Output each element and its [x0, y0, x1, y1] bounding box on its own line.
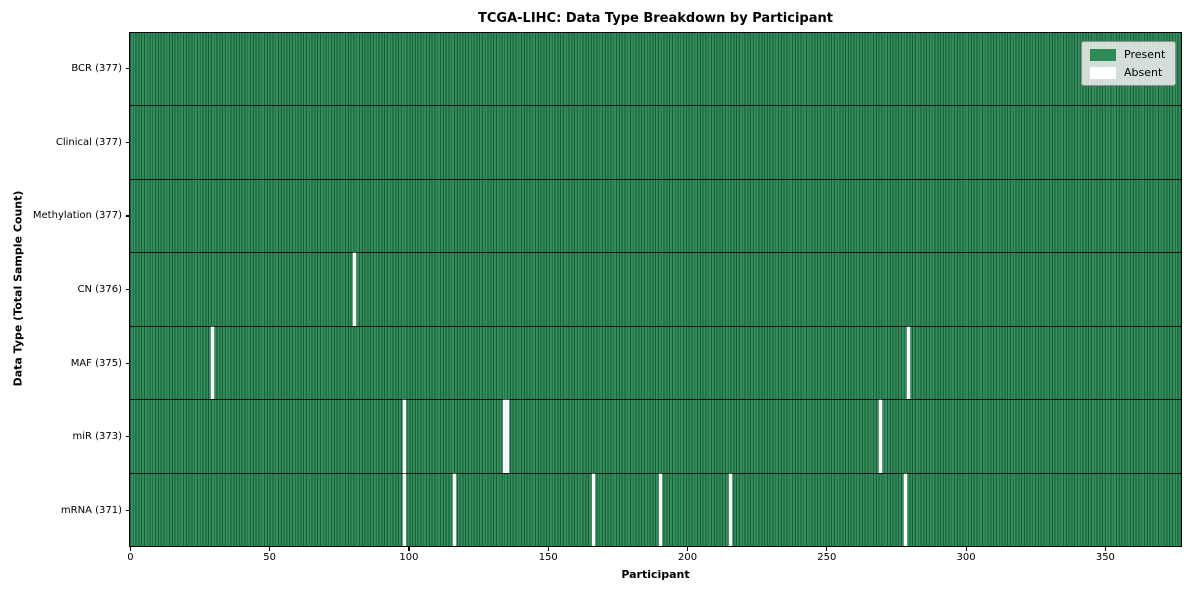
legend: Present Absent	[1081, 41, 1176, 86]
x-tick-mark	[1104, 547, 1106, 551]
heatmap-rows	[130, 33, 1181, 546]
heatmap-row-CN	[130, 252, 1181, 326]
x-tick-label: 200	[677, 552, 698, 563]
x-tick-mark	[129, 547, 131, 551]
absent-cell	[592, 473, 596, 546]
heatmap-row-BCR	[130, 33, 1181, 106]
x-tick-mark	[269, 547, 271, 551]
y-tick-label: miR (373)	[72, 431, 122, 443]
x-tick-label: 50	[263, 552, 277, 563]
y-tick-mark	[125, 141, 129, 143]
absent-cell	[907, 326, 910, 400]
y-tick-mark	[125, 289, 129, 291]
y-tick-mark	[125, 215, 129, 217]
x-tick-mark	[687, 547, 689, 551]
x-tick-label: 250	[817, 552, 837, 563]
x-tick-mark	[826, 547, 828, 551]
y-tick-mark	[125, 362, 129, 364]
absent-cell	[210, 326, 214, 400]
absent-cell	[402, 473, 406, 546]
y-tick-label: Methylation (377)	[32, 210, 122, 222]
chart-title: TCGA-LIHC: Data Type Breakdown by Partic…	[478, 11, 833, 26]
legend-label: Present	[1124, 48, 1166, 61]
x-tick-label: 150	[538, 552, 558, 563]
x-tick-mark	[547, 547, 549, 551]
absent-cell	[352, 253, 356, 326]
legend-item-absent: Absent	[1090, 66, 1167, 79]
x-tick-mark	[965, 547, 967, 551]
y-tick-label: Clinical (377)	[55, 136, 122, 148]
absent-cell	[904, 473, 908, 546]
y-tick-mark	[125, 68, 129, 70]
legend-label: Absent	[1124, 66, 1163, 79]
absent-cell	[659, 473, 663, 546]
heatmap-row-mRNA	[130, 472, 1181, 546]
absent-cell	[453, 473, 456, 546]
x-tick-label: 300	[956, 552, 976, 563]
y-tick-label: MAF (375)	[70, 357, 122, 369]
y-tick-mark	[125, 436, 129, 438]
x-tick-label: 0	[127, 552, 134, 563]
y-tick-mark	[125, 509, 129, 511]
absent-cell	[728, 473, 732, 546]
absent-cell	[506, 400, 509, 473]
x-tick-label: 350	[1095, 552, 1115, 563]
heatmap-row-Clinical	[130, 105, 1181, 179]
absent-cell	[402, 400, 406, 473]
heatmap-row-Methylation	[130, 178, 1181, 253]
x-tick-label: 100	[399, 552, 419, 563]
legend-item-present: Present	[1090, 48, 1167, 61]
heatmap-row-miR	[130, 399, 1181, 473]
absent-cell	[879, 400, 883, 473]
plot-area	[129, 32, 1182, 547]
legend-swatch-present	[1090, 48, 1116, 61]
y-tick-label: mRNA (371)	[60, 504, 122, 516]
legend-swatch-absent	[1090, 66, 1116, 79]
heatmap-row-MAF	[130, 325, 1181, 400]
y-tick-label: BCR (377)	[71, 63, 122, 75]
x-tick-mark	[408, 547, 410, 551]
y-tick-label: CN (376)	[77, 284, 122, 295]
absent-cell	[503, 400, 507, 473]
x-axis-label: Participant	[621, 568, 690, 581]
